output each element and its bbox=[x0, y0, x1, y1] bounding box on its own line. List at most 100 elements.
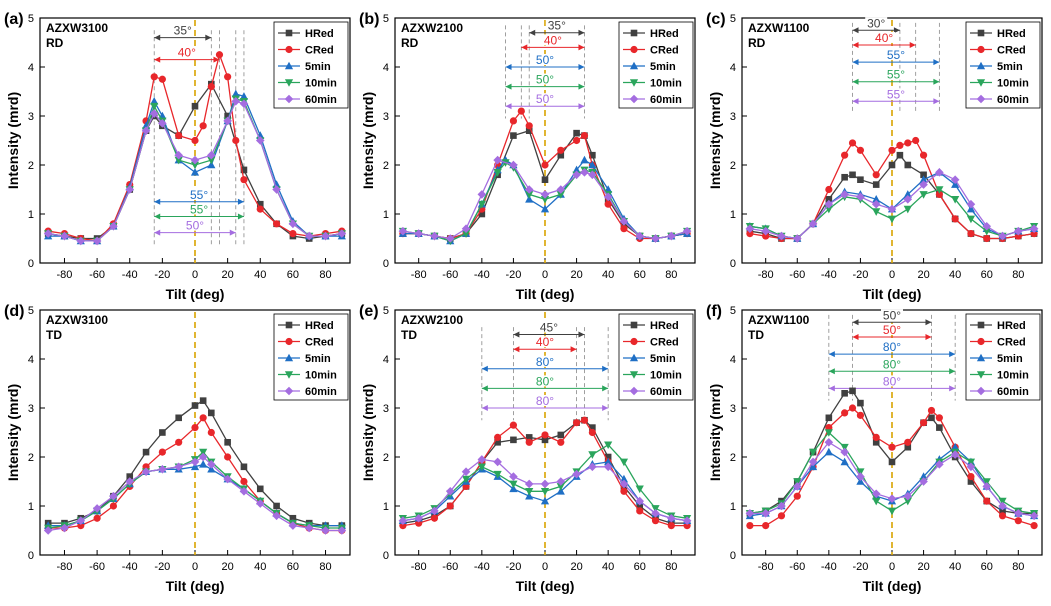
data-point bbox=[199, 414, 207, 422]
data-point bbox=[967, 478, 975, 485]
data-point bbox=[588, 160, 597, 169]
x-tick-label: -40 bbox=[821, 269, 837, 281]
data-point bbox=[207, 156, 216, 165]
legend-entry: 60min bbox=[997, 94, 1029, 106]
data-point bbox=[572, 469, 581, 479]
x-tick-label: -40 bbox=[474, 561, 490, 573]
data-point bbox=[872, 181, 880, 188]
peak-separation-label: 80° bbox=[883, 340, 901, 354]
data-point bbox=[808, 457, 818, 467]
legend-marker bbox=[976, 386, 986, 396]
legend-entry: HRed bbox=[997, 320, 1026, 332]
data-point bbox=[509, 472, 518, 481]
data-point bbox=[93, 514, 101, 522]
data-point bbox=[887, 494, 897, 503]
x-tick-label: 60 bbox=[287, 269, 299, 281]
y-tick-label: 3 bbox=[730, 403, 736, 415]
data-point bbox=[982, 478, 991, 486]
x-tick-label: 40 bbox=[602, 269, 614, 281]
data-point bbox=[951, 215, 959, 223]
data-point bbox=[619, 458, 629, 467]
peak-separation-label: 35° bbox=[548, 19, 566, 33]
data-point bbox=[951, 180, 960, 188]
y-tick-label: 3 bbox=[730, 111, 736, 123]
y-axis-label: Intensity (mrd) bbox=[360, 384, 376, 481]
y-axis-label: Intensity (mrd) bbox=[707, 384, 723, 481]
arrow-head-left bbox=[481, 365, 488, 372]
data-point bbox=[477, 190, 487, 199]
data-point bbox=[556, 185, 566, 194]
y-tick-label: 5 bbox=[383, 305, 389, 317]
data-point bbox=[224, 439, 231, 446]
y-tick-label: 4 bbox=[28, 354, 34, 366]
data-point bbox=[651, 234, 660, 243]
data-point bbox=[651, 505, 660, 513]
legend-entry: 10min bbox=[650, 78, 682, 90]
y-tick-label: 4 bbox=[383, 354, 389, 366]
data-point bbox=[126, 473, 134, 480]
x-tick-label: -40 bbox=[122, 561, 138, 573]
data-point bbox=[998, 501, 1007, 511]
arrow-head-right bbox=[602, 405, 609, 411]
x-tick-label: 60 bbox=[634, 269, 646, 281]
peak-separation-label: 40° bbox=[536, 335, 554, 349]
data-point bbox=[190, 457, 200, 467]
data-point bbox=[240, 477, 248, 486]
data-point bbox=[761, 226, 770, 236]
peak-separation-label: 30° bbox=[867, 16, 885, 30]
y-axis-label: Intensity (mrd) bbox=[707, 92, 723, 189]
direction-label: RD bbox=[401, 36, 419, 50]
data-point bbox=[635, 231, 645, 241]
data-point bbox=[840, 190, 849, 199]
sample-name: AZXW3100 bbox=[46, 313, 108, 327]
legend-marker bbox=[976, 353, 986, 362]
data-point bbox=[239, 92, 249, 100]
data-point bbox=[998, 512, 1007, 520]
arrow-head-right bbox=[933, 78, 940, 85]
legend-box bbox=[618, 21, 694, 109]
x-tick-label: -20 bbox=[852, 561, 868, 573]
data-point bbox=[903, 491, 913, 501]
series-60min bbox=[398, 455, 692, 525]
arrow-head-left bbox=[852, 27, 859, 34]
data-point bbox=[175, 414, 182, 422]
arrow-head-left bbox=[154, 229, 161, 236]
data-point bbox=[588, 451, 597, 459]
data-point bbox=[603, 192, 613, 202]
arrow-head-left bbox=[852, 319, 859, 326]
data-point bbox=[777, 231, 786, 241]
x-tick-label: -40 bbox=[474, 269, 490, 281]
data-point bbox=[636, 502, 644, 510]
data-point bbox=[824, 429, 833, 437]
y-tick-label: 5 bbox=[383, 13, 389, 25]
data-point bbox=[207, 460, 216, 469]
data-point bbox=[982, 221, 992, 231]
series-60min bbox=[43, 452, 347, 535]
data-point bbox=[792, 234, 802, 243]
y-tick-label: 0 bbox=[28, 258, 34, 270]
peak-separation-label: 50° bbox=[883, 308, 901, 322]
annotation-bg bbox=[188, 203, 211, 215]
series-60min bbox=[398, 155, 692, 243]
legend-marker bbox=[630, 321, 638, 329]
data-point bbox=[982, 227, 991, 236]
x-tick-label: -20 bbox=[505, 561, 521, 573]
data-point bbox=[857, 176, 864, 183]
y-tick-label: 5 bbox=[28, 13, 34, 25]
x-tick-label: -60 bbox=[442, 269, 458, 281]
arrow-head-right bbox=[933, 59, 940, 66]
y-tick-label: 5 bbox=[730, 305, 736, 317]
data-point bbox=[445, 234, 455, 243]
x-tick-label: -80 bbox=[57, 269, 73, 281]
arrow-head-right bbox=[237, 198, 244, 205]
x-tick-label: 40 bbox=[949, 269, 961, 281]
data-point bbox=[525, 438, 533, 446]
data-point bbox=[517, 107, 525, 115]
data-point bbox=[430, 514, 439, 522]
data-point bbox=[667, 513, 676, 523]
data-point bbox=[887, 204, 897, 214]
annotation-bg bbox=[534, 336, 556, 348]
x-tick-label: 40 bbox=[602, 561, 614, 573]
annotation-bg bbox=[884, 68, 907, 80]
arrow-head-right bbox=[578, 64, 585, 70]
